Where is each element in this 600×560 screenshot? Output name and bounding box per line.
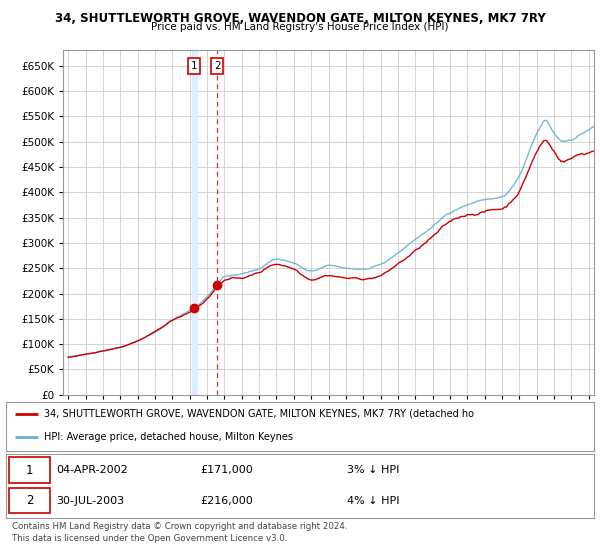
Text: Price paid vs. HM Land Registry's House Price Index (HPI): Price paid vs. HM Land Registry's House …: [151, 22, 449, 32]
Bar: [191, 50, 197, 395]
FancyBboxPatch shape: [9, 458, 50, 483]
Text: 04-APR-2002: 04-APR-2002: [56, 465, 128, 475]
Text: 4% ↓ HPI: 4% ↓ HPI: [347, 496, 400, 506]
Text: 1: 1: [191, 61, 197, 71]
FancyBboxPatch shape: [9, 488, 50, 514]
Text: 1: 1: [26, 464, 33, 477]
Text: 2: 2: [214, 61, 220, 71]
Text: £171,000: £171,000: [200, 465, 253, 475]
Text: Contains HM Land Registry data © Crown copyright and database right 2024.
This d: Contains HM Land Registry data © Crown c…: [12, 522, 347, 543]
Text: 34, SHUTTLEWORTH GROVE, WAVENDON GATE, MILTON KEYNES, MK7 7RY: 34, SHUTTLEWORTH GROVE, WAVENDON GATE, M…: [55, 12, 545, 25]
Text: £216,000: £216,000: [200, 496, 253, 506]
Text: HPI: Average price, detached house, Milton Keynes: HPI: Average price, detached house, Milt…: [44, 432, 293, 442]
Text: 34, SHUTTLEWORTH GROVE, WAVENDON GATE, MILTON KEYNES, MK7 7RY (detached ho: 34, SHUTTLEWORTH GROVE, WAVENDON GATE, M…: [44, 409, 474, 419]
Text: 30-JUL-2003: 30-JUL-2003: [56, 496, 124, 506]
Text: 2: 2: [26, 494, 33, 507]
Text: 3% ↓ HPI: 3% ↓ HPI: [347, 465, 400, 475]
